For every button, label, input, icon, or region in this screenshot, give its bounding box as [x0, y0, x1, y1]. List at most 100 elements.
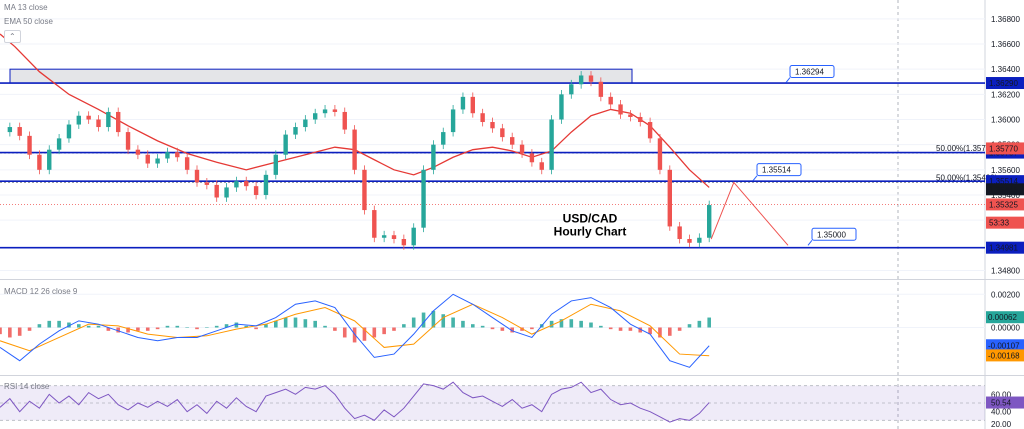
candle-body: [273, 154, 278, 175]
candle-body: [372, 210, 377, 238]
candle-body: [569, 84, 574, 95]
macd-tick-label: 0.00000: [991, 324, 1020, 333]
ema-legend[interactable]: EMA 50 close: [4, 17, 53, 26]
candle-body: [381, 235, 387, 238]
candle-body: [184, 157, 190, 170]
macd-histogram-bar: [471, 324, 475, 328]
macd-histogram-bar: [283, 317, 288, 328]
macd-histogram-bar: [145, 327, 150, 331]
macd-histogram-bar: [500, 327, 505, 331]
macd-histogram-bar: [451, 317, 455, 328]
macd-signal-line: [0, 303, 710, 357]
macd-histogram-bar: [697, 320, 702, 328]
candle-body: [352, 129, 357, 170]
level-badge-label: 1.34981: [989, 244, 1018, 253]
candle-body: [194, 169, 200, 183]
macd-histogram-bar: [569, 319, 574, 328]
rsi-legend[interactable]: RSI 14 close: [4, 382, 49, 391]
rsi-tick-label: 20.00: [991, 420, 1012, 429]
candle-body: [7, 127, 13, 133]
macd-histogram-bar: [185, 327, 189, 328]
macd-legend[interactable]: MACD 12 26 close 9: [4, 287, 77, 296]
candle-body: [362, 169, 367, 211]
candle-body: [588, 75, 594, 82]
callout-box: [811, 227, 857, 241]
candle-body: [697, 237, 702, 243]
macd-histogram-bar: [707, 317, 711, 328]
macd-histogram-bar: [37, 324, 42, 328]
macd-histogram-bar: [0, 327, 2, 335]
macd-histogram-bar: [402, 324, 406, 328]
rsi-line: [0, 381, 710, 423]
candle-body: [86, 115, 91, 120]
candle-body: [293, 127, 298, 135]
candle-body: [657, 138, 663, 170]
candle-body: [687, 239, 692, 243]
candle-body: [175, 152, 180, 158]
callout-label: 1.35000: [817, 230, 846, 239]
macd-histogram-bar: [155, 327, 160, 330]
price-tick-label: 1.36200: [991, 90, 1020, 99]
macd-histogram-bar: [530, 327, 534, 330]
macd-histogram-bar: [313, 320, 317, 328]
price-badge-label: 1.35770: [989, 144, 1018, 153]
price-badge-label: 1.35325: [989, 200, 1018, 209]
rsi-badge: [986, 396, 1024, 409]
candle-body: [490, 122, 495, 129]
callout-label: 1.36294: [795, 68, 824, 77]
price-tick-label: 1.36600: [991, 40, 1020, 49]
callout-box: [789, 65, 835, 79]
macd-legend-label: MACD 12 26 close 9: [4, 287, 78, 296]
macd-histogram-bar: [323, 325, 327, 328]
macd-histogram-bar: [8, 327, 12, 338]
candle-body: [313, 113, 318, 120]
candle-body: [608, 96, 613, 105]
candle-body: [401, 239, 407, 246]
candle-body: [500, 128, 505, 138]
collapse-legend-button[interactable]: ⌃: [4, 30, 21, 43]
price-tick-label: 1.35600: [991, 166, 1020, 175]
macd-histogram-bar: [264, 324, 268, 328]
macd-histogram-bar: [244, 325, 249, 328]
callout-pointer: [807, 239, 813, 246]
candle-body: [263, 174, 269, 195]
callout-pointer: [785, 77, 791, 83]
chevron-up-icon[interactable]: ⌃: [4, 30, 21, 43]
macd-histogram-bar: [47, 320, 52, 328]
chart-title: USD/CAD: [563, 212, 618, 226]
macd-badge: [986, 311, 1024, 324]
candle-body: [510, 137, 515, 145]
macd-histogram-bar: [352, 327, 357, 343]
macd-histogram-bar: [86, 325, 91, 328]
macd-histogram-bar: [608, 327, 613, 330]
macd-histogram-bar: [658, 327, 662, 338]
level-badge: [986, 241, 1024, 254]
macd-histogram-bar: [57, 320, 61, 328]
candle-body: [529, 153, 535, 163]
macd-histogram-bar: [411, 317, 416, 328]
price-badge: [986, 198, 1024, 211]
macd-histogram-bar: [234, 322, 239, 328]
candle-body: [470, 96, 475, 114]
macd-histogram-bar: [382, 327, 386, 335]
macd-histogram-bar: [96, 325, 101, 328]
price-badge: [986, 183, 1024, 196]
fib-label: 50.00%(1.35499): [936, 174, 998, 183]
price-badge-label: 53:33: [989, 219, 1010, 228]
candle-body: [155, 158, 160, 164]
candle-body: [559, 94, 564, 120]
macd-histogram-bar: [175, 325, 180, 328]
candle-body: [135, 149, 141, 155]
resistance-zone: [9, 68, 633, 84]
callout-label: 1.35514: [762, 166, 791, 175]
macd-histogram-bar: [27, 327, 32, 331]
candle-body: [96, 119, 101, 128]
macd-tick-label: 0.00200: [991, 290, 1020, 299]
macd-histogram-bar: [77, 324, 81, 328]
macd-histogram-bar: [648, 327, 652, 335]
ma-legend[interactable]: MA 13 close: [4, 3, 48, 12]
macd-histogram-bar: [549, 320, 554, 328]
candle-body: [342, 111, 347, 130]
